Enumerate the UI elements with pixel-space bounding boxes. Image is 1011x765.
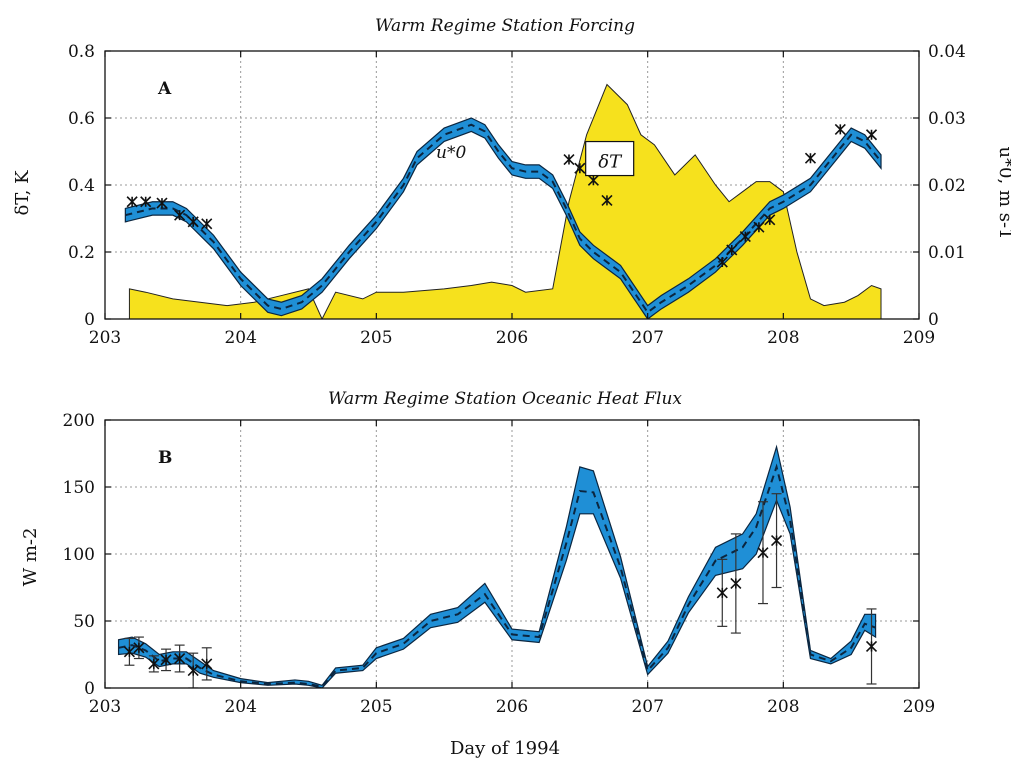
- panel-a-label: A: [157, 79, 172, 99]
- observation-marker: [133, 636, 145, 660]
- observation-marker: [140, 196, 152, 208]
- x-tick-label: 203: [89, 697, 121, 717]
- observation-marker: [201, 647, 213, 681]
- observation-marker: [574, 162, 586, 174]
- observation-marker: [187, 216, 199, 228]
- x-tick-label: 208: [767, 697, 799, 717]
- y2-tick-label: 0.04: [928, 42, 966, 62]
- panel-b-label: B: [158, 448, 172, 468]
- panel-b-chart: [105, 420, 919, 688]
- x-tick-label: 206: [496, 328, 528, 348]
- ustar-label: u*0: [436, 143, 466, 163]
- x-tick-label: 208: [767, 328, 799, 348]
- x-tick-label: 207: [631, 697, 663, 717]
- y2-tick-label: 0.02: [928, 176, 966, 196]
- x-tick-label: 209: [903, 328, 935, 348]
- x-tick-label: 209: [903, 697, 935, 717]
- y-tick-label: 0: [84, 679, 95, 699]
- y-tick-label: 0.8: [68, 42, 95, 62]
- observation-marker: [148, 655, 160, 673]
- observation-marker: [834, 123, 846, 135]
- y-tick-label: 150: [63, 478, 95, 498]
- panel-b-ylabel: W m-2: [20, 528, 41, 587]
- y-tick-label: 50: [73, 612, 95, 632]
- x-tick-label: 204: [224, 697, 256, 717]
- y2-tick-label: 0.03: [928, 109, 966, 129]
- y2-tick-label: 0.01: [928, 243, 966, 263]
- observation-marker: [601, 194, 613, 206]
- x-tick-label: 204: [224, 328, 256, 348]
- observation-marker: [563, 153, 575, 166]
- observation-marker: [123, 637, 135, 666]
- y-tick-label: 0.6: [68, 109, 95, 129]
- observation-marker: [757, 501, 769, 605]
- uncertainty-band: [117, 444, 877, 688]
- observation-marker: [156, 197, 168, 209]
- panel-a-title: Warm Regime Station Forcing: [375, 16, 635, 36]
- panel-a-chart: δT u*0: [105, 51, 919, 319]
- observation-marker: [716, 558, 728, 627]
- panel-a-y2label: u*0, m s-1: [995, 146, 1011, 239]
- observation-marker: [730, 533, 742, 634]
- panel-b-ticks: 203 204 205 206 207 208 209 0 50 100 150 200: [63, 411, 936, 717]
- observation-marker: [865, 129, 878, 141]
- x-tick-label: 206: [496, 697, 528, 717]
- observation-marker: [174, 644, 186, 673]
- observation-marker: [739, 231, 751, 243]
- y-tick-label: 0: [84, 310, 95, 330]
- observation-marker: [865, 608, 878, 685]
- dT-annotation-text: δT: [598, 152, 623, 173]
- series-dashed-line: [118, 463, 876, 688]
- panel-b-xlabel: Day of 1994: [450, 738, 560, 759]
- panel-b-title: Warm Regime Station Oceanic Heat Flux: [328, 389, 682, 409]
- dT-area: [128, 83, 882, 319]
- panel-a-ylabel-text: δT, K: [12, 170, 33, 216]
- observation-marker: [126, 196, 138, 208]
- observation-marker: [804, 152, 817, 164]
- dT-annotation-box: δT: [585, 140, 635, 177]
- observation-marker: [160, 648, 172, 672]
- y2-tick-label: 0: [928, 310, 939, 330]
- y-tick-label: 0.4: [68, 176, 95, 196]
- observation-marker: [764, 214, 776, 226]
- x-tick-label: 205: [360, 697, 392, 717]
- y-tick-label: 0.2: [68, 243, 95, 263]
- panel-a-ylabel: δT, K: [12, 170, 33, 216]
- y-tick-label: 200: [63, 411, 95, 431]
- panel-a-ticks: 203 204 205 206 207 208 20900.20.40.60.800.010…: [68, 42, 966, 348]
- observation-marker: [753, 221, 765, 233]
- panel-a-y2label-text: u*0, m s-1: [995, 146, 1011, 239]
- observation-marker: [716, 256, 728, 268]
- observation-marker: [174, 209, 186, 221]
- observation-marker: [587, 174, 599, 186]
- observation-marker: [726, 244, 738, 256]
- y-tick-label: 100: [63, 545, 95, 565]
- observation-marker: [187, 652, 199, 688]
- observation-marker: [201, 218, 213, 230]
- x-tick-label: 203: [89, 328, 121, 348]
- x-tick-label: 207: [631, 328, 663, 348]
- observation-marker: [770, 493, 783, 589]
- x-tick-label: 205: [360, 328, 392, 348]
